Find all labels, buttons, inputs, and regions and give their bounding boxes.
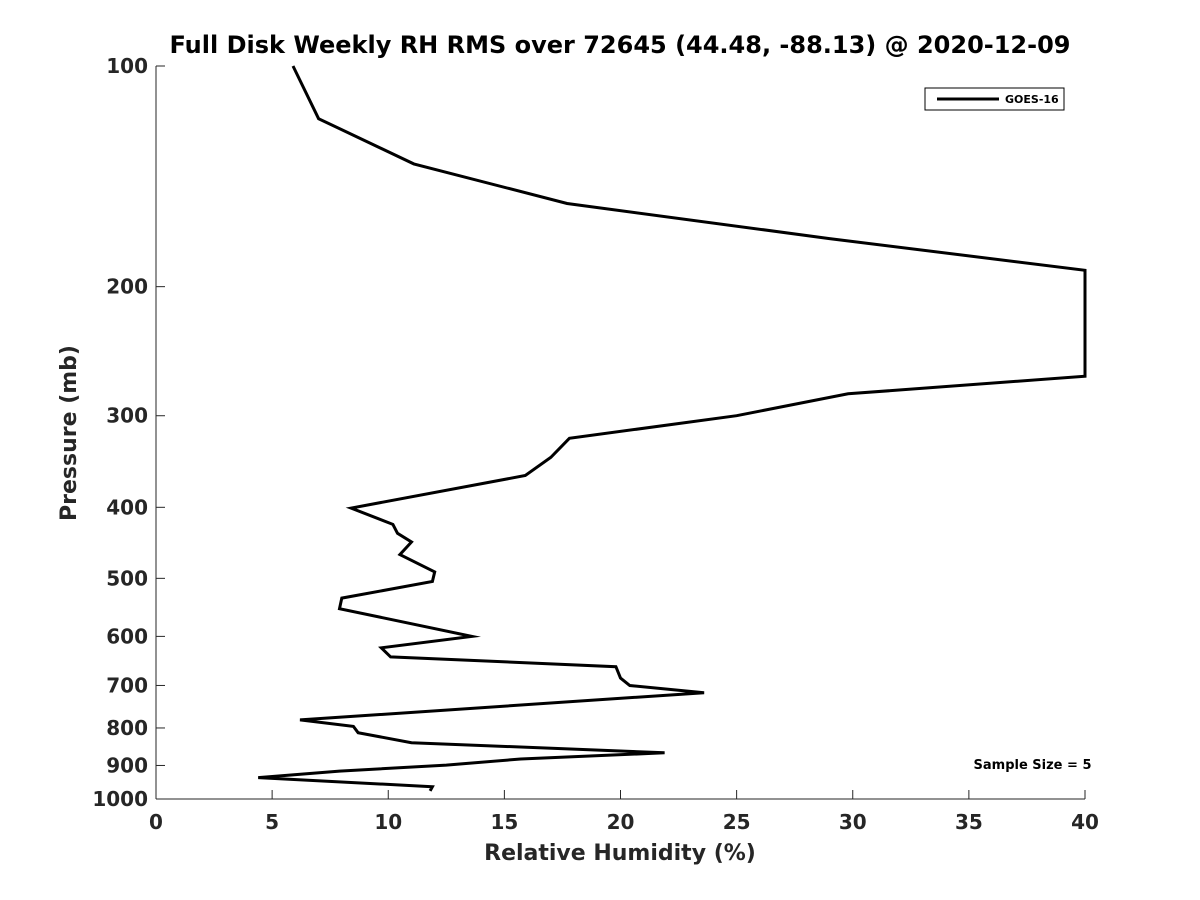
annotation-sample-size: Sample Size = 5: [974, 758, 1092, 773]
x-tick-label: 15: [490, 810, 518, 834]
y-tick-label: 100: [106, 54, 148, 78]
y-axis-label: Pressure (mb): [57, 345, 82, 521]
y-tick-label: 800: [106, 716, 148, 740]
y-tick-label: 1000: [92, 787, 148, 811]
x-tick-label: 40: [1071, 810, 1099, 834]
legend-entry-goes-16: GOES-16: [1005, 93, 1059, 106]
x-tick-label: 35: [955, 810, 983, 834]
x-tick-label: 5: [265, 810, 279, 834]
x-axis: 0 5 10 15 20 25 30 35 40: [149, 790, 1099, 834]
chart-title: Full Disk Weekly RH RMS over 72645 (44.4…: [169, 31, 1070, 59]
y-tick-label: 300: [106, 404, 148, 428]
y-tick-label: 400: [106, 495, 148, 519]
y-axis: 100 200 300 400 500 600 700 800 900 1000: [92, 54, 165, 811]
x-tick-label: 30: [839, 810, 867, 834]
y-tick-label: 700: [106, 673, 148, 697]
series-line-goes-16: [258, 65, 1087, 792]
y-tick-label: 500: [106, 566, 148, 590]
annotations: Sample Size = 5: [974, 758, 1092, 773]
series-layer: [258, 65, 1087, 792]
y-tick-label: 600: [106, 624, 148, 648]
legend: GOES-16: [924, 87, 1065, 111]
x-tick-label: 20: [607, 810, 635, 834]
x-tick-label: 0: [149, 810, 163, 834]
x-tick-label: 10: [374, 810, 402, 834]
y-tick-label: 200: [106, 275, 148, 299]
y-tick-label: 900: [106, 753, 148, 777]
x-axis-label: Relative Humidity (%): [484, 841, 756, 866]
x-tick-label: 25: [723, 810, 751, 834]
